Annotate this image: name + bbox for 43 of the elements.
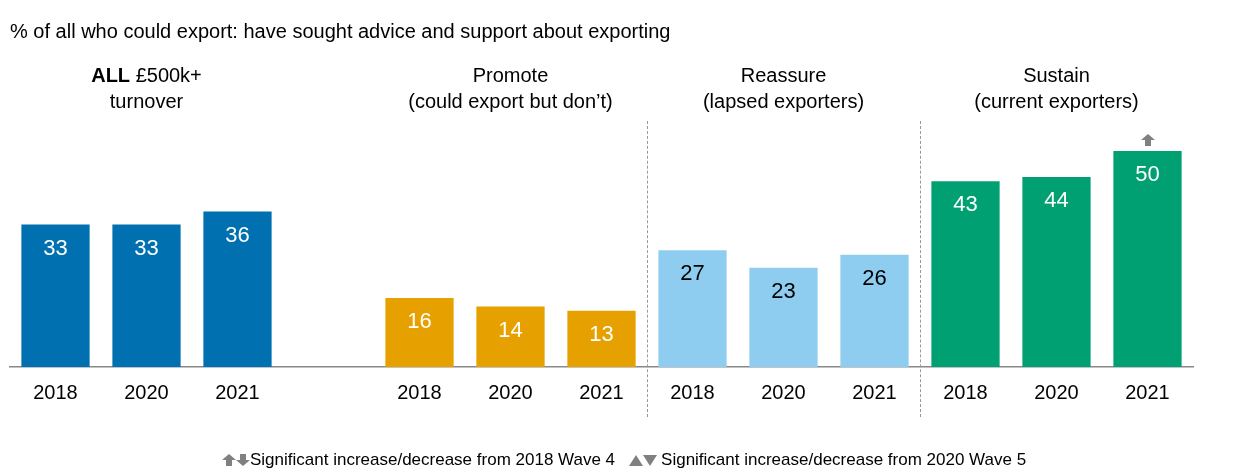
x-tick-label: 2021 [1125,380,1170,403]
bar [112,224,181,367]
data-label: 44 [1044,186,1069,212]
text: Promote (could export but don’t) [408,64,613,112]
x-tick-label: 2021 [215,380,260,403]
data-label: 50 [1135,161,1160,187]
bar [749,267,818,367]
x-tick-label: 2018 [397,380,442,403]
text: Sustain (current exporters) [974,64,1139,112]
bar [1113,151,1182,367]
bar [385,297,454,367]
x-tick-label: 2020 [124,380,169,403]
data-label: 43 [953,191,978,217]
x-tick-label: 2021 [852,380,897,403]
data-label: 33 [43,234,68,260]
data-label: 26 [862,264,887,290]
text: Significant increase/decrease from 2018 Wave 4 [250,450,616,470]
bar [203,211,272,367]
data-label: 16 [407,307,432,333]
chart-title: % of all who could export: have sought advice and support about exporting [10,19,671,42]
text: ALL £500k+ turnover [91,64,202,112]
x-tick-label: 2021 [579,380,624,403]
bar [840,254,909,367]
bar [1022,176,1091,367]
data-label: 23 [771,277,796,303]
data-label: 27 [680,260,705,286]
bar [658,250,727,367]
x-tick-label: 2020 [1034,380,1079,403]
x-tick-label: 2018 [943,380,988,403]
bar [476,306,545,367]
x-tick-label: 2018 [670,380,715,403]
data-label: 13 [589,320,614,346]
data-label: 33 [134,234,159,260]
x-tick-label: 2020 [488,380,533,403]
x-tick-label: 2018 [33,380,78,403]
text: Reassure (lapsed exporters) [702,64,865,112]
data-label: 14 [498,316,523,342]
bar [567,310,636,367]
bar [21,224,90,367]
x-tick-label: 2020 [761,380,806,403]
text: Significant increase/decrease from 2020 Wave 5 [661,450,1027,470]
bar [931,181,1000,367]
data-label: 36 [225,221,250,247]
